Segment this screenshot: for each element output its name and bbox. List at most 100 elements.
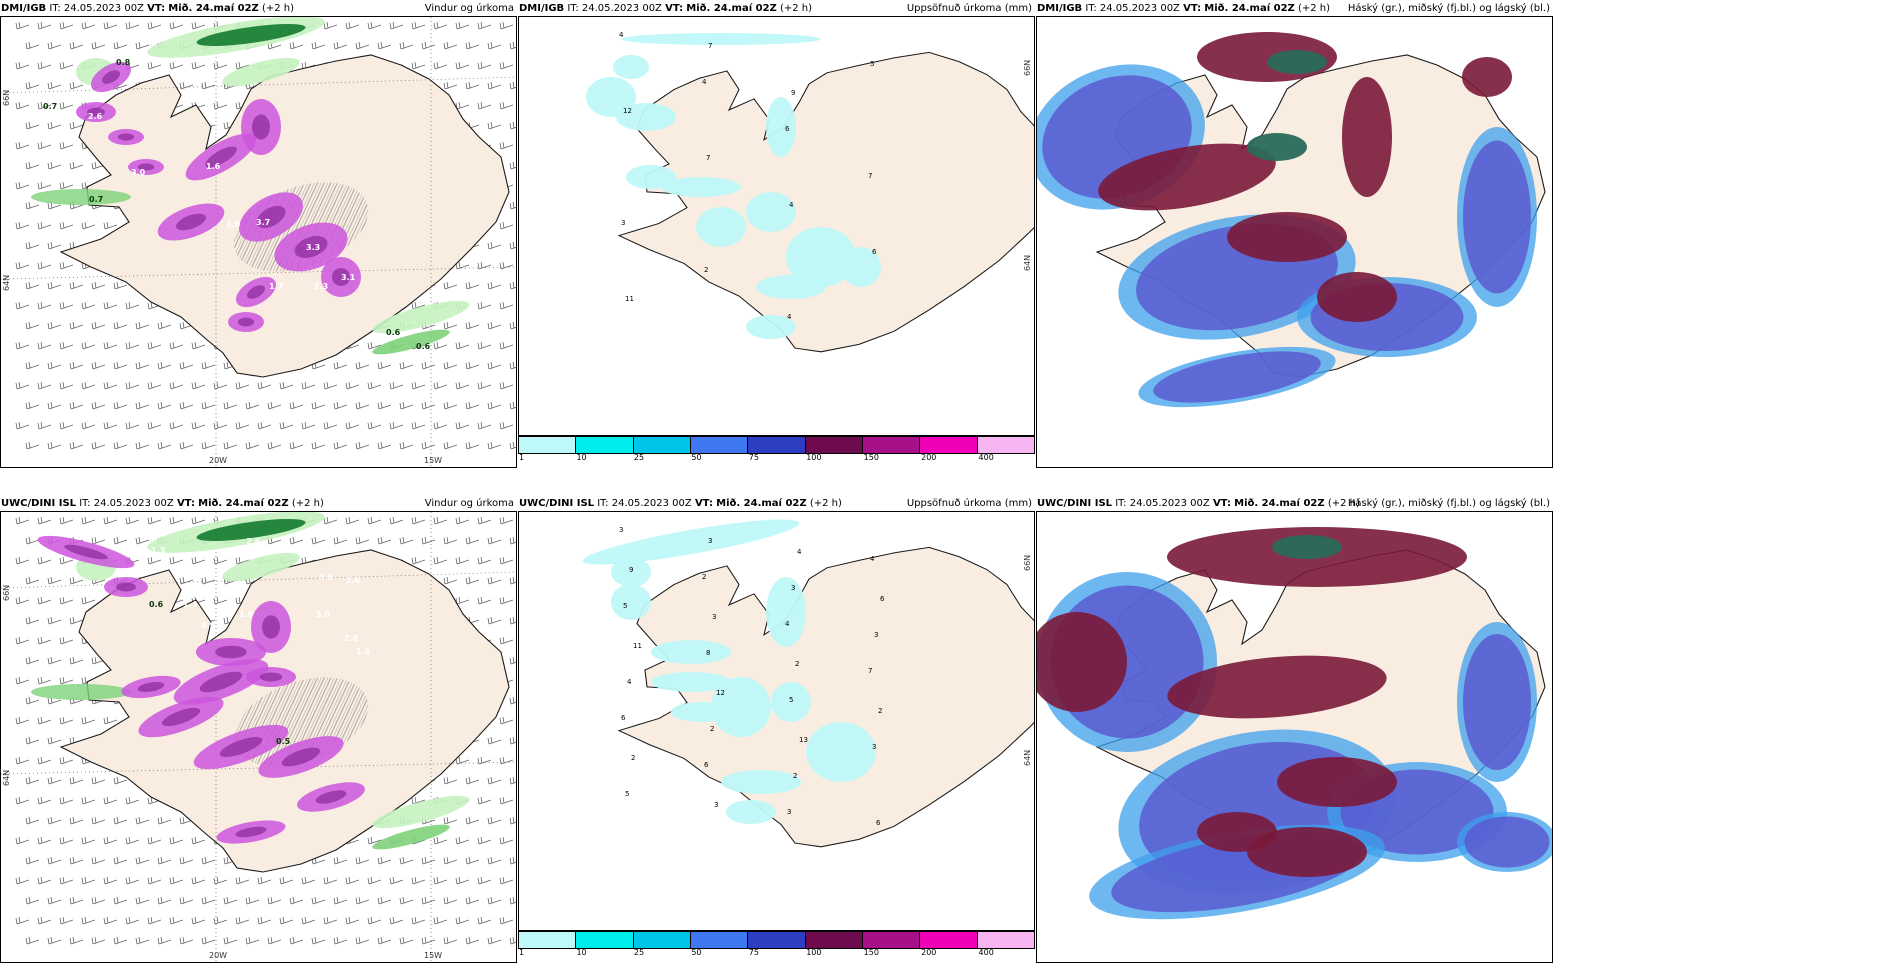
wind-barb — [25, 616, 40, 625]
wind-barb — [509, 321, 516, 330]
wind-barb — [311, 896, 326, 905]
it-label: IT: — [597, 498, 609, 509]
precip-value-label: 6 — [872, 248, 877, 256]
map-frame[interactable] — [1036, 16, 1553, 468]
wind-value-label: 1.3 — [151, 546, 165, 555]
wind-barb — [37, 636, 52, 645]
it-value: 24.05.2023 00Z — [1129, 498, 1210, 509]
wind-barb — [377, 441, 392, 450]
wind-value-label: 2.3 — [314, 282, 328, 291]
wind-barb — [15, 61, 30, 70]
map-frame[interactable]: 0.8 0.7 2.6 3.0 1.6 3.7 3.0 3.3 1.7 2.3 3.1 0.7 0.6 0… — [0, 16, 517, 468]
wind-barb — [59, 301, 74, 310]
precip-band — [372, 795, 470, 829]
map-frame[interactable]: 0.30.91.82.93.21.32.62.63.01.93.02.81.64… — [0, 511, 517, 963]
wind-value-label: 1.6 — [206, 162, 221, 171]
wind-barb — [499, 636, 514, 645]
precip-cell-core — [235, 826, 267, 838]
wind-barb — [477, 556, 492, 565]
precip-value-label: 11 — [625, 295, 634, 303]
map-canvas: 0.30.91.82.93.21.32.62.63.01.93.02.81.64… — [1, 512, 516, 962]
wind-barb — [455, 261, 470, 270]
wind-barb — [15, 876, 30, 885]
precip-value-label: 6 — [621, 714, 626, 722]
wind-barb — [355, 856, 370, 865]
colorbar-segment — [748, 437, 806, 453]
wind-barb — [443, 41, 458, 50]
colorbar-segment — [920, 932, 978, 948]
colorbar-segment — [862, 932, 921, 948]
wind-barb — [477, 61, 492, 70]
precip-cell-core — [315, 790, 347, 804]
precip-accum — [582, 519, 876, 824]
wind-barb — [201, 81, 216, 90]
precip-convective — [76, 61, 361, 332]
precip-area — [766, 97, 796, 157]
wind-barb — [455, 836, 470, 845]
wind-barb — [389, 21, 404, 30]
wind-barb — [157, 896, 172, 905]
wind-barb — [509, 936, 516, 945]
wind-value-label: 0.7 — [89, 195, 103, 204]
wind-value-label: 3.3 — [306, 243, 320, 252]
wind-barb — [59, 596, 74, 605]
wind-barb — [477, 341, 492, 350]
wind-barb — [191, 381, 206, 390]
wind-barb — [91, 776, 106, 785]
precip-cell-core — [176, 213, 206, 231]
wind-value-label: 0.6 — [149, 600, 164, 609]
wind-barb — [191, 516, 206, 525]
wind-barb — [499, 341, 514, 350]
wind-barb — [69, 776, 84, 785]
high-cloud — [1227, 212, 1347, 262]
wind-barb — [15, 421, 30, 430]
wind-barb — [37, 381, 52, 390]
wind-barb — [443, 776, 458, 785]
wind-barb — [509, 161, 516, 170]
wind-value-label: 0.8 — [116, 58, 131, 67]
wind-barb — [279, 421, 294, 430]
wind-barb — [399, 401, 414, 410]
wind-barb — [433, 516, 448, 525]
wind-barb — [377, 856, 392, 865]
vt-label: VT: — [665, 3, 684, 14]
map-frame[interactable]: 4 4 6 7 3 2 4 5 12 7 4 6 11 7 9 — [518, 16, 1035, 436]
wind-barb — [113, 816, 128, 825]
map-base — [618, 51, 1034, 353]
header-left: UWC/DINI ISL IT: 24.05.2023 00Z VT: Mið.… — [1, 495, 324, 513]
wind-barb — [37, 261, 52, 270]
wind-barb — [399, 856, 414, 865]
wind-barb — [477, 596, 492, 605]
wind-barb — [37, 756, 52, 765]
wind-barb — [509, 401, 516, 410]
wind-barb — [69, 41, 84, 50]
precip-area — [786, 227, 856, 287]
wind-barb — [37, 421, 52, 430]
wind-barb — [37, 341, 52, 350]
wind-barb — [25, 936, 40, 945]
panel-1-2: UWC/DINI ISL IT: 24.05.2023 00Z VT: Mið.… — [1036, 495, 1553, 965]
precip-cell-core — [237, 317, 255, 327]
colorbar-segment — [748, 932, 806, 948]
wind-barb — [257, 381, 272, 390]
map-frame[interactable]: 3 2 4 7 6 6 3 4 5 8 5 3 5 3 3 3 4 2 2 6 9 3 2 2 2 3 4 6 11 12 13 — [518, 511, 1035, 931]
wind-barb — [257, 876, 272, 885]
wind-barb — [421, 896, 436, 905]
wind-barb — [465, 896, 480, 905]
precip-value-label: 4 — [619, 31, 624, 39]
wind-barb — [355, 536, 370, 545]
precip-value-label: 12 — [716, 689, 725, 697]
wind-barb — [15, 796, 30, 805]
wind-barb — [15, 261, 30, 270]
wind-barb — [509, 441, 516, 450]
wind-barb — [433, 421, 448, 430]
wind-barb — [25, 281, 40, 290]
wind-barb — [37, 221, 52, 230]
wind-barb — [191, 556, 206, 565]
wind-barb — [59, 141, 74, 150]
vt-value: Mið. 24.maí 02Z — [686, 3, 777, 14]
tick-66n: 66N — [2, 584, 11, 601]
wind-barb — [455, 756, 470, 765]
map-frame[interactable] — [1036, 511, 1553, 963]
it-label: IT: — [567, 3, 579, 14]
